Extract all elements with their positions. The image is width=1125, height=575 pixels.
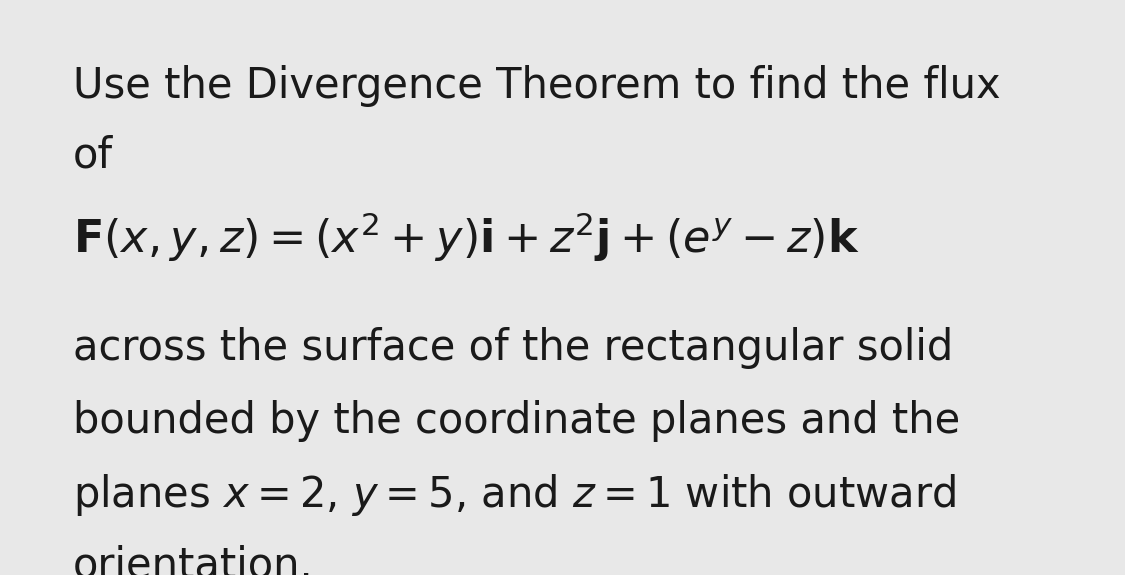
Text: $\mathbf{F}(x, y, z) = (x^2 + y)\mathbf{i} + z^2\mathbf{j} + (e^y - z)\mathbf{k}: $\mathbf{F}(x, y, z) = (x^2 + y)\mathbf{… <box>73 210 860 263</box>
Text: planes $x = 2$, $y = 5$, and $z = 1$ with outward: planes $x = 2$, $y = 5$, and $z = 1$ wit… <box>73 472 956 518</box>
Text: Use the Divergence Theorem to find the flux: Use the Divergence Theorem to find the f… <box>73 65 1000 107</box>
Text: across the surface of the rectangular solid: across the surface of the rectangular so… <box>73 327 953 369</box>
Text: of: of <box>73 135 114 177</box>
Text: orientation.: orientation. <box>73 545 314 575</box>
Text: bounded by the coordinate planes and the: bounded by the coordinate planes and the <box>73 400 961 442</box>
